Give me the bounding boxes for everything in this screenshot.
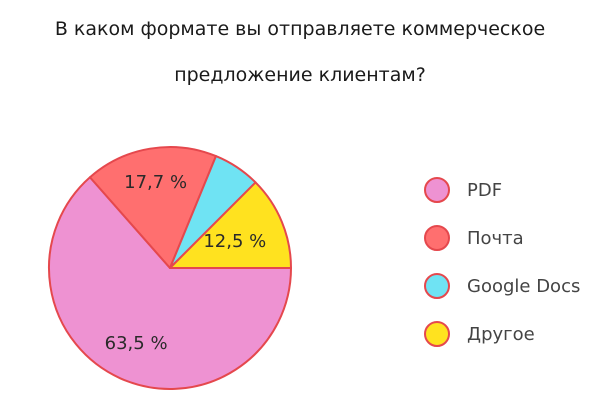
legend-label-pdf: PDF — [467, 179, 503, 201]
legend-item-pdf: PDF — [424, 166, 580, 214]
pie-slice-pdf — [48, 176, 292, 390]
legend-item-google-docs: Google Docs — [424, 262, 580, 310]
legend-swatch-mail — [424, 225, 450, 251]
chart-title: В каком формате вы отправляете коммерчес… — [0, 6, 600, 98]
legend-label-google-docs: Google Docs — [467, 275, 581, 297]
pie-data-label-mail: 17,7 % — [124, 172, 187, 193]
legend-swatch-other — [424, 321, 450, 347]
pie-slice-mail — [88, 146, 217, 269]
pie-data-label-other: 12,5 % — [203, 231, 266, 252]
legend-item-other: Другое — [424, 310, 580, 358]
legend: PDF Почта Google Docs Другое — [424, 166, 580, 358]
legend-swatch-pdf — [424, 177, 450, 203]
pie-slice-other — [169, 181, 292, 269]
legend-label-other: Другое — [467, 323, 535, 345]
pie-slices — [48, 146, 292, 390]
pie-data-labels: 63,5 % 17,7 % 12,5 % — [105, 172, 267, 354]
chart-title-line-1: В каком формате вы отправляете коммерчес… — [54, 18, 546, 40]
legend-label-mail: Почта — [467, 227, 524, 249]
legend-swatch-google-docs — [424, 273, 450, 299]
pie-data-label-pdf: 63,5 % — [105, 333, 168, 354]
legend-item-mail: Почта — [424, 214, 580, 262]
chart-title-line-2: предложение клиентам? — [174, 64, 426, 86]
